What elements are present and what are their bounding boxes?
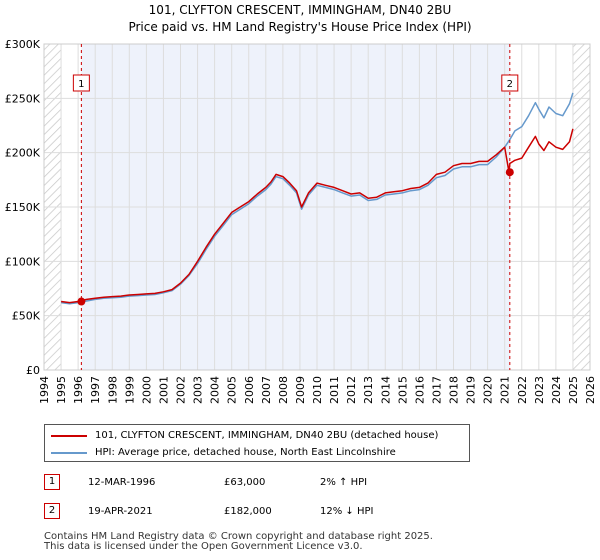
x-tick-label: 2014 [379, 376, 392, 404]
x-tick-label: 1998 [106, 376, 119, 404]
sale-point [505, 168, 514, 177]
x-tick-label: 2010 [311, 376, 324, 404]
x-tick-label: 2006 [243, 376, 256, 404]
chart-title: 101, CLYFTON CRESCENT, IMMINGHAM, DN40 2… [148, 3, 452, 17]
footer-line-1: Contains HM Land Registry data © Crown c… [44, 531, 433, 542]
x-tick-label: 2001 [157, 376, 170, 404]
x-tick-label: 2000 [140, 376, 153, 404]
chart-title-block: 101, CLYFTON CRESCENT, IMMINGHAM, DN40 2… [0, 2, 600, 36]
footer: Contains HM Land Registry data © Crown c… [44, 532, 433, 552]
sale-point [77, 297, 86, 306]
x-tick-label: 2008 [277, 376, 290, 404]
sale-price: £63,000 [224, 477, 266, 488]
sale-label-box [72, 74, 90, 92]
sale-number-badge: 1 [44, 474, 60, 490]
x-tick-label: 2002 [175, 376, 188, 404]
x-tick-label: 2023 [533, 376, 546, 404]
x-tick-label: 2013 [362, 376, 375, 404]
sale-hpi-diff: 12% ↓ HPI [320, 506, 374, 517]
x-tick-label: 1997 [89, 376, 102, 404]
legend-label-property: 101, CLYFTON CRESCENT, IMMINGHAM, DN40 2… [95, 430, 439, 441]
x-tick-label: 2026 [584, 376, 597, 404]
price-chart: £0 £50K £100K £150K £200K £250K £300K 1994 1995 1… [5, 38, 597, 404]
legend: 101, CLYFTON CRESCENT, IMMINGHAM, DN40 2… [44, 424, 470, 462]
sale-hpi-diff: 2% ↑ HPI [320, 477, 368, 488]
y-tick-label: £250K [5, 92, 41, 105]
hpi-line [61, 92, 574, 305]
x-tick-label: 2015 [396, 376, 409, 404]
x-tick-label: 2018 [448, 376, 461, 404]
x-tick-label: 2009 [294, 376, 307, 404]
x-tick-label: 2007 [260, 376, 273, 404]
x-tick-label: 2021 [499, 376, 512, 404]
sale-label-box [501, 74, 519, 92]
x-tick-label: 1994 [38, 376, 51, 404]
x-tick-label: 2022 [516, 376, 529, 404]
x-tick-label: 2004 [209, 376, 222, 404]
x-tick-label: 2016 [413, 376, 426, 404]
x-tick-label: 2025 [567, 376, 580, 404]
sale-number-badge: 2 [44, 503, 60, 519]
y-tick-label: £300K [5, 38, 41, 51]
y-tick-label: £150K [5, 201, 41, 214]
legend-swatch-hpi [51, 452, 87, 454]
x-tick-label: 2005 [226, 376, 239, 404]
sale-price: £182,000 [224, 506, 272, 517]
x-tick-label: 1996 [72, 376, 85, 404]
y-tick-label: £0 [26, 364, 40, 377]
x-tick-label: 1999 [123, 376, 136, 404]
footer-line-2: This data is licensed under the Open Gov… [44, 541, 363, 552]
plot-border [43, 43, 591, 371]
y-tick-label: £50K [12, 310, 41, 323]
x-tick-label: 2012 [345, 376, 358, 404]
y-tick-label: £200K [5, 147, 41, 160]
x-tick-label: 2011 [328, 376, 341, 404]
legend-swatch-property [51, 435, 87, 437]
legend-label-hpi: HPI: Average price, detached house, Nort… [95, 447, 396, 458]
x-tick-label: 2024 [550, 376, 563, 404]
sale-date: 19-APR-2021 [88, 506, 153, 517]
x-tick-label: 1995 [55, 376, 68, 404]
x-tick-label: 2019 [465, 376, 478, 404]
x-tick-label: 2017 [430, 376, 443, 404]
sale-label-text: 2 [507, 79, 513, 90]
y-tick-label: £100K [5, 255, 41, 268]
x-tick-label: 2020 [482, 376, 495, 404]
x-tick-label: 2003 [192, 376, 205, 404]
chart-subtitle: Price paid vs. HM Land Registry's House … [128, 20, 472, 34]
sale-date: 12-MAR-1996 [88, 477, 156, 488]
sale-label-text: 1 [78, 79, 84, 90]
